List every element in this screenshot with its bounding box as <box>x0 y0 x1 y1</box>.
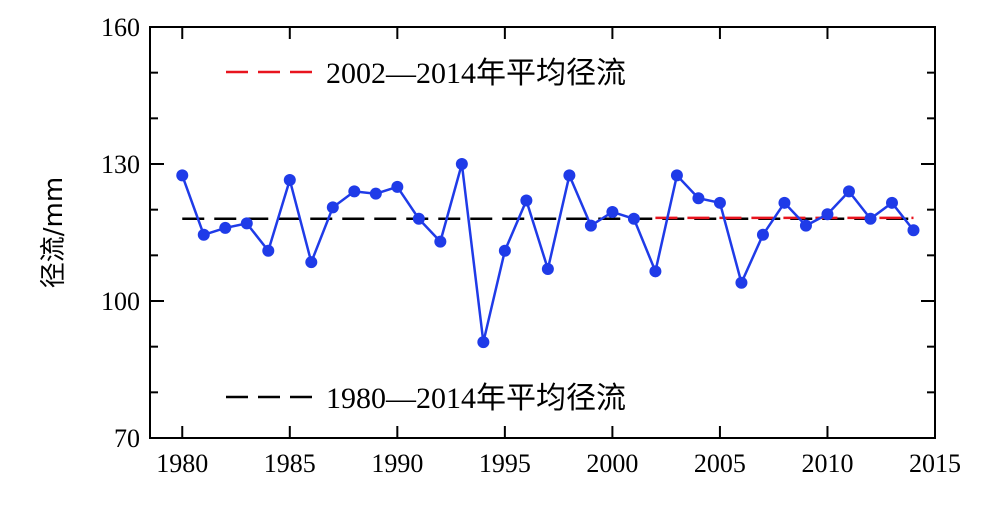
data-point-2006 <box>735 276 748 289</box>
x-tick-label-2005: 2005 <box>694 449 746 478</box>
data-point-1987 <box>326 201 339 214</box>
axes-layer: 1980 1985 1990 1995 2000 2005 2010 2015 70 100 130… <box>101 13 961 478</box>
reference-lines-layer <box>182 216 914 221</box>
y-tick-label-160: 160 <box>101 13 140 42</box>
legend-label-1: 1980—2014年平均径流 <box>326 382 626 415</box>
data-point-1994 <box>477 336 490 349</box>
data-point-1996 <box>520 194 533 207</box>
data-point-2001 <box>627 212 640 225</box>
x-tick-label-2010: 2010 <box>801 449 853 478</box>
legend-layer: 2002—2014年平均径流 1980—2014年平均径流 <box>226 57 626 415</box>
data-point-1989 <box>369 187 382 200</box>
data-point-1998 <box>563 169 576 182</box>
data-point-2002 <box>649 265 662 278</box>
data-point-1999 <box>584 219 597 232</box>
data-point-2000 <box>606 205 619 218</box>
x-tick-label-1985: 1985 <box>264 449 316 478</box>
data-point-2008 <box>778 196 791 209</box>
data-point-1982 <box>219 221 232 234</box>
data-point-1985 <box>283 173 296 186</box>
data-point-2013 <box>885 196 898 209</box>
series-layer <box>176 158 920 349</box>
data-point-1991 <box>412 212 425 225</box>
y-tick-label-100: 100 <box>101 287 140 316</box>
data-point-2009 <box>799 219 812 232</box>
data-point-2007 <box>756 228 769 241</box>
y-axis-label: 径流/mm <box>39 177 69 288</box>
data-point-1986 <box>305 256 318 269</box>
x-tick-label-1995: 1995 <box>479 449 531 478</box>
x-tick-label-2015: 2015 <box>909 449 961 478</box>
data-point-2004 <box>692 192 705 205</box>
data-point-1992 <box>434 235 447 248</box>
data-point-1980 <box>176 169 189 182</box>
x-tick-label-1990: 1990 <box>371 449 423 478</box>
data-point-2012 <box>864 212 877 225</box>
data-point-1993 <box>455 158 468 170</box>
data-point-2010 <box>821 208 834 221</box>
data-point-1988 <box>348 185 361 198</box>
data-point-1981 <box>197 228 210 241</box>
x-tick-label-2000: 2000 <box>586 449 638 478</box>
data-point-1990 <box>391 180 404 193</box>
x-tick-label-1980: 1980 <box>156 449 208 478</box>
data-point-1997 <box>541 263 554 276</box>
data-point-1983 <box>240 217 253 230</box>
plot-frame <box>149 26 936 439</box>
y-tick-label-130: 130 <box>101 150 140 179</box>
y-tick-label-70: 70 <box>114 424 140 453</box>
data-point-2011 <box>842 185 855 198</box>
data-point-2003 <box>670 169 683 182</box>
data-point-1995 <box>498 244 511 257</box>
series-line-0 <box>181 163 915 343</box>
data-point-2014 <box>907 224 920 237</box>
data-point-2005 <box>713 196 726 209</box>
data-point-1984 <box>262 244 275 257</box>
legend-label-0: 2002—2014年平均径流 <box>326 57 626 90</box>
